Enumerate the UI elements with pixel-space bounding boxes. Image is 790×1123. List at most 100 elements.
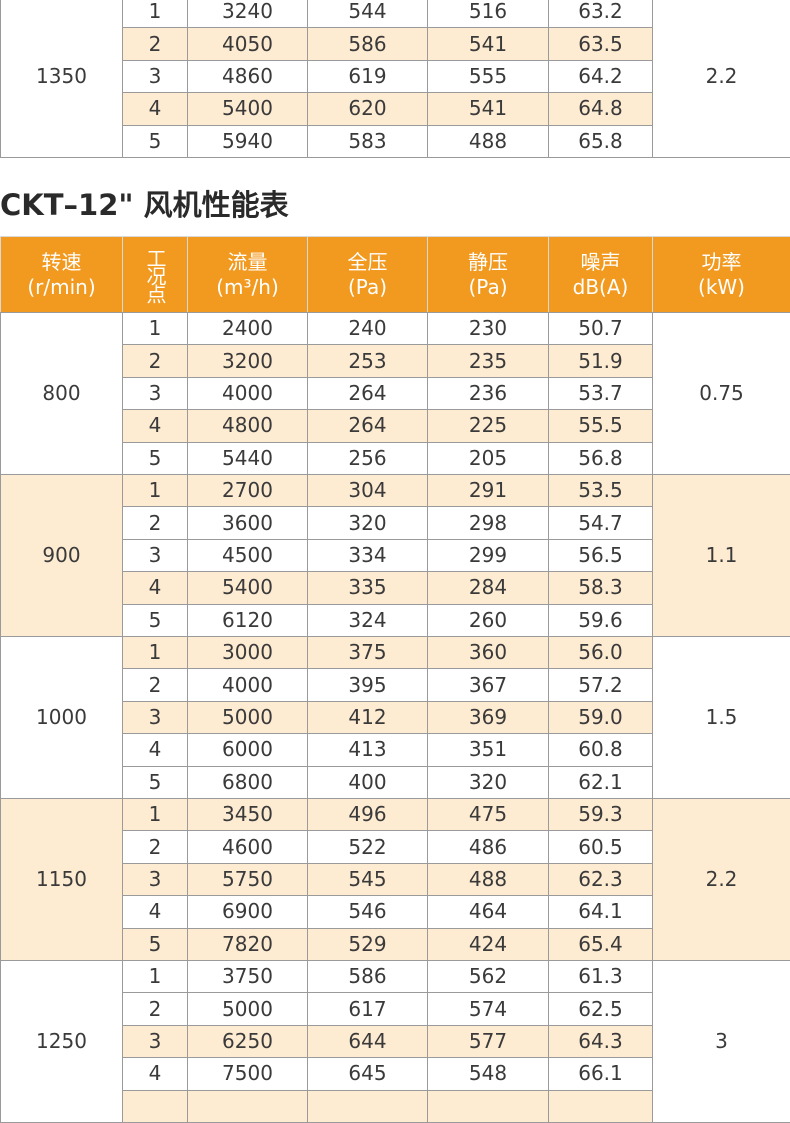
total-pressure-cell: 617 bbox=[307, 992, 428, 1026]
total-pressure: 645 bbox=[348, 1061, 387, 1086]
total-pressure-cell: 253 bbox=[307, 344, 428, 378]
noise-cell: 53.5 bbox=[548, 474, 653, 508]
table-title: CKT–12" 风机性能表 bbox=[0, 188, 289, 222]
total-pressure-cell: 395 bbox=[307, 668, 428, 702]
rpm: 1350 bbox=[36, 64, 87, 88]
flow: 3450 bbox=[222, 802, 273, 827]
static-pressure-cell: 486 bbox=[427, 830, 549, 864]
static-pressure: 367 bbox=[468, 672, 508, 697]
noise: 58.3 bbox=[578, 575, 623, 600]
flow-cell: 5400 bbox=[187, 571, 308, 605]
rpm-cell: 1000 bbox=[0, 636, 123, 799]
total-pressure-cell: 256 bbox=[307, 441, 428, 475]
rpm-cell: 1150 bbox=[0, 798, 123, 961]
point-cell: 3 bbox=[122, 538, 188, 573]
total-pressure-cell: 620 bbox=[307, 92, 428, 126]
static-pressure: 541 bbox=[468, 96, 508, 121]
static-pressure-cell: 236 bbox=[427, 376, 549, 411]
noise-cell: 65.8 bbox=[548, 124, 653, 158]
total-pressure-cell: 586 bbox=[307, 27, 428, 61]
noise: 55.5 bbox=[578, 413, 623, 438]
total-pressure: 413 bbox=[348, 737, 387, 762]
noise: 63.2 bbox=[578, 0, 623, 24]
static-pressure-cell: 299 bbox=[427, 538, 549, 573]
point: 1 bbox=[148, 802, 162, 827]
total-pressure: 496 bbox=[348, 802, 387, 827]
rpm: 900 bbox=[42, 543, 81, 567]
flow: 5750 bbox=[222, 866, 273, 891]
noise-cell: 61.3 bbox=[548, 960, 653, 994]
total-pressure-cell: 586 bbox=[307, 960, 428, 994]
point-cell: 1 bbox=[122, 474, 188, 508]
header-text: 功率 bbox=[701, 249, 742, 274]
static-pressure-cell: 367 bbox=[427, 668, 549, 702]
power-cell: 1.1 bbox=[652, 474, 790, 637]
power: 1.1 bbox=[705, 543, 738, 567]
point: 4 bbox=[148, 413, 162, 438]
flow: 3600 bbox=[222, 510, 273, 535]
noise: 64.3 bbox=[578, 1028, 623, 1053]
flow: 6900 bbox=[222, 899, 273, 924]
point: 1 bbox=[148, 478, 162, 503]
total-pressure-cell: 619 bbox=[307, 59, 428, 94]
static-pressure-cell: 298 bbox=[427, 506, 549, 540]
static-pressure: 351 bbox=[468, 737, 508, 762]
total-pressure-cell: 264 bbox=[307, 409, 428, 443]
header-cell: 流量 (m³/h) bbox=[187, 236, 308, 313]
total-pressure: 546 bbox=[348, 899, 387, 924]
static-pressure: 464 bbox=[468, 899, 508, 924]
flow: 4050 bbox=[222, 31, 273, 56]
point: 4 bbox=[148, 737, 162, 762]
point-cell: 3 bbox=[122, 59, 188, 94]
static-pressure-cell: 424 bbox=[427, 927, 549, 961]
point: 3 bbox=[148, 1028, 162, 1053]
power: 0.75 bbox=[699, 381, 744, 405]
noise: 64.8 bbox=[578, 96, 623, 121]
total-pressure: 586 bbox=[348, 964, 387, 989]
total-pressure-cell: 413 bbox=[307, 733, 428, 767]
static-pressure-cell: 360 bbox=[427, 636, 549, 670]
flow-cell: 4800 bbox=[187, 409, 308, 443]
total-pressure: 522 bbox=[348, 834, 387, 859]
total-pressure: 324 bbox=[348, 607, 387, 632]
noise: 51.9 bbox=[578, 348, 623, 373]
power: 2.2 bbox=[705, 64, 738, 88]
static-pressure-cell: 541 bbox=[427, 92, 549, 126]
header-cell: 转速 (r/min) bbox=[0, 236, 123, 313]
point: 1 bbox=[148, 640, 162, 665]
noise-cell: 56.8 bbox=[548, 441, 653, 475]
point: 1 bbox=[148, 964, 162, 989]
noise: 65.4 bbox=[578, 931, 623, 956]
flow-cell: 3750 bbox=[187, 960, 308, 994]
noise-cell: 60.8 bbox=[548, 733, 653, 767]
total-pressure-cell: 496 bbox=[307, 798, 428, 832]
point-cell bbox=[122, 1089, 188, 1123]
header-text: (Pa) bbox=[347, 274, 388, 299]
point-cell: 1 bbox=[122, 960, 188, 994]
static-pressure-cell: 577 bbox=[427, 1024, 549, 1059]
total-pressure-cell: 334 bbox=[307, 538, 428, 573]
noise: 56.8 bbox=[578, 445, 623, 470]
total-pressure: 320 bbox=[348, 510, 387, 535]
point-cell: 2 bbox=[122, 992, 188, 1026]
noise: 64.2 bbox=[578, 63, 623, 88]
flow: 5000 bbox=[222, 996, 273, 1021]
point: 2 bbox=[148, 31, 162, 56]
power: 1.5 bbox=[705, 705, 738, 729]
noise-cell: 55.5 bbox=[548, 409, 653, 443]
flow-cell: 5400 bbox=[187, 92, 308, 126]
point: 4 bbox=[148, 96, 162, 121]
static-pressure: 320 bbox=[468, 769, 508, 794]
noise: 62.5 bbox=[578, 996, 623, 1021]
point: 4 bbox=[148, 575, 162, 600]
flow-cell: 6900 bbox=[187, 895, 308, 929]
flow: 6120 bbox=[222, 607, 273, 632]
flow-cell: 5440 bbox=[187, 441, 308, 475]
point-cell: 4 bbox=[122, 895, 188, 929]
flow-cell: 4050 bbox=[187, 27, 308, 61]
total-pressure-cell: 320 bbox=[307, 506, 428, 540]
header-text: 转速 bbox=[41, 249, 82, 274]
flow: 2400 bbox=[222, 316, 273, 341]
point-cell: 5 bbox=[122, 124, 188, 158]
noise: 57.2 bbox=[578, 672, 623, 697]
